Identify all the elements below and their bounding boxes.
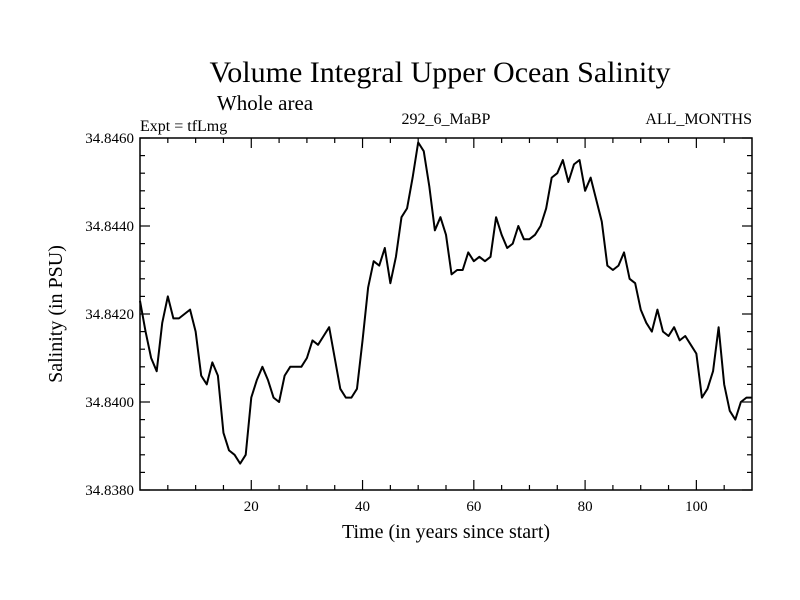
x-tick-label: 60 (466, 499, 481, 515)
x-tick-label: 80 (578, 499, 593, 515)
x-tick-label: 40 (355, 499, 370, 515)
y-tick-label: 34.8460 (85, 131, 134, 147)
x-tick-label: 20 (244, 499, 259, 515)
y-tick-label: 34.8420 (85, 307, 134, 323)
x-axis-ticks: 20 40 60 80 100 (167, 138, 725, 515)
salinity-series-line (139, 141, 752, 465)
y-tick-label: 34.8380 (85, 483, 134, 499)
run-id-label: 292_6_MaBP (402, 111, 491, 128)
chart-title: Volume Integral Upper Ocean Salinity (210, 56, 671, 89)
y-tick-label: 34.8400 (85, 395, 134, 411)
y-tick-label: 34.8440 (85, 219, 134, 235)
plot-frame (139, 137, 753, 491)
x-tick-label: 100 (685, 499, 708, 515)
y-axis-label: Salinity (in PSU) (45, 245, 67, 383)
x-axis-label: Time (in years since start) (342, 521, 550, 543)
chart-subtitle: Whole area (217, 91, 314, 115)
experiment-label: Expt = tfLmg (140, 118, 227, 135)
y-axis-ticks: 34.8380 34.8400 34.8420 34.8440 34.8460 (85, 131, 752, 499)
months-label: ALL_MONTHS (645, 111, 752, 128)
